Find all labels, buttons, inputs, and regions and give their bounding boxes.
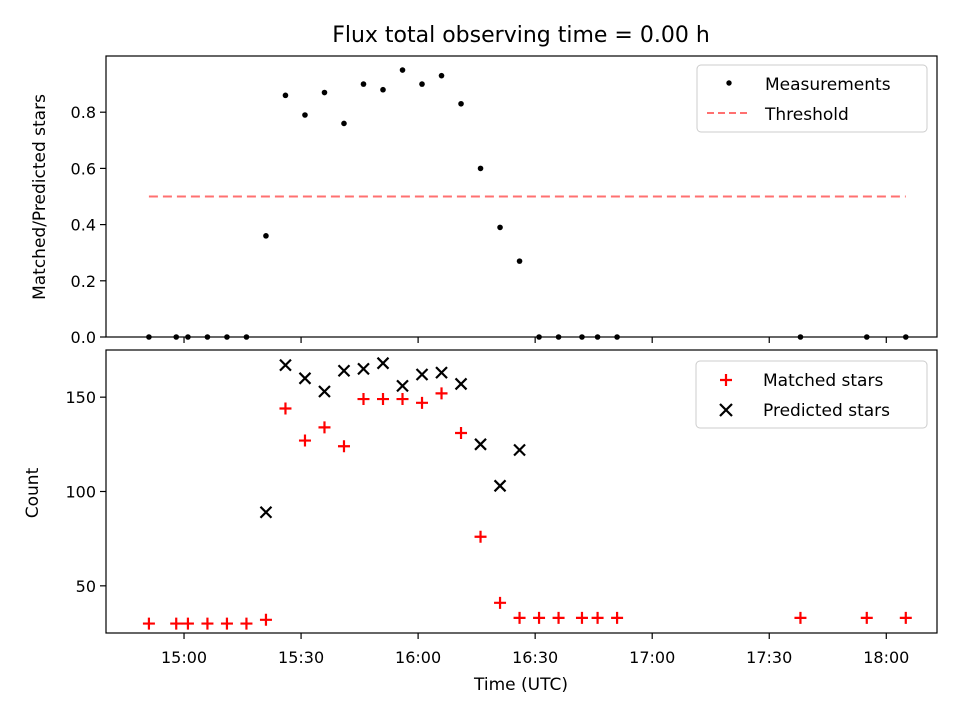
predicted-star-point — [415, 368, 429, 381]
x-tick-label: 15:00 — [161, 648, 207, 667]
matched-star-point — [899, 611, 912, 624]
measurement-point — [419, 81, 425, 87]
legend-measurements-label: Measurements — [765, 75, 891, 95]
matched-star-point — [513, 611, 526, 624]
matched-star-point — [181, 617, 194, 630]
matched-star-point — [220, 617, 233, 630]
matched-star-point — [201, 617, 214, 630]
legend-measurements-marker — [726, 80, 732, 86]
matched-star-point — [357, 393, 370, 406]
measurement-point — [497, 224, 503, 231]
top-marks — [146, 67, 909, 340]
matched-star-point — [396, 393, 409, 406]
top-y-tick-label: 0.0 — [71, 328, 96, 347]
matched-star-point — [337, 440, 350, 453]
predicted-star-point — [454, 377, 468, 391]
measurement-point — [263, 233, 269, 239]
predicted-star-point — [318, 385, 331, 398]
legend-predicted-label: Predicted stars — [763, 401, 890, 421]
matched-star-point — [142, 617, 155, 630]
legend-predicted-marker — [719, 403, 733, 417]
predicted-star-point — [298, 372, 312, 385]
measurement-point — [477, 165, 484, 172]
measurement-point — [341, 120, 347, 127]
matched-star-point — [377, 393, 389, 406]
matched-star-point — [435, 387, 448, 400]
chart-title: Flux total observing time = 0.00 h — [332, 23, 710, 48]
matched-star-point — [552, 611, 565, 624]
predicted-star-point — [435, 366, 448, 379]
matched-star-point — [533, 611, 546, 624]
top-y-ticks: 0.0 0.2 0.4 0.6 0.8 — [71, 103, 106, 347]
x-tick-label: 17:00 — [629, 648, 675, 667]
bottom-legend: Matched stars Predicted stars — [695, 360, 928, 429]
predicted-star-point — [357, 362, 370, 376]
top-x-ticks — [183, 337, 887, 343]
bottom-legend-box — [695, 360, 928, 429]
legend-matched-marker — [720, 374, 732, 386]
predicted-star-point — [513, 443, 526, 457]
matched-star-point — [860, 611, 873, 624]
matched-star-point — [794, 611, 807, 624]
top-legend-box — [696, 64, 928, 133]
matched-star-point — [318, 421, 331, 434]
measurement-point — [282, 92, 289, 99]
top-y-tick-label: 0.4 — [71, 216, 96, 235]
measurement-point — [380, 86, 386, 93]
x-axis-label: Time (UTC) — [473, 675, 568, 695]
predicted-star-point — [259, 505, 273, 519]
measurement-point — [302, 112, 308, 118]
predicted-star-point — [493, 479, 507, 493]
matched-star-point — [474, 530, 487, 543]
predicted-star-point — [279, 358, 292, 372]
top-y-tick-label: 0.6 — [71, 159, 96, 178]
top-legend: Measurements Threshold — [696, 64, 928, 133]
x-tick-label: 18:00 — [863, 648, 909, 667]
matched-star-point — [240, 617, 253, 630]
matched-star-point — [591, 611, 604, 624]
matched-star-point — [575, 611, 588, 624]
matched-star-point — [416, 396, 429, 409]
x-tick-label: 16:30 — [512, 648, 558, 667]
bottom-plot-frame — [105, 349, 938, 634]
x-tick-label: 17:30 — [746, 648, 792, 667]
matched-star-point — [298, 434, 311, 447]
measurement-point — [399, 67, 406, 73]
legend-matched-label: Matched stars — [763, 371, 883, 391]
matched-star-point — [494, 596, 507, 609]
measurement-point — [321, 89, 328, 96]
bottom-y-tick-label: 50 — [76, 577, 96, 596]
matched-star-point — [455, 427, 468, 440]
measurement-point — [516, 258, 523, 264]
measurement-point — [458, 100, 464, 107]
matched-star-point — [259, 613, 272, 626]
predicted-star-point — [396, 379, 409, 393]
matched-star-point — [170, 617, 183, 630]
predicted-star-point — [376, 356, 390, 370]
legend-threshold-label: Threshold — [764, 105, 849, 125]
matched-star-point — [279, 402, 292, 415]
measurement-point — [438, 72, 445, 79]
bottom-y-axis-label: Count — [23, 467, 43, 518]
bottom-marks — [142, 356, 912, 630]
top-y-axis-label: Matched/Predicted stars — [30, 94, 50, 300]
top-y-tick-label: 0.2 — [71, 272, 96, 291]
top-panel: 0.00.20.40.60.8 Matched/Predicted stars … — [30, 55, 938, 347]
bottom-y-tick-label: 100 — [65, 483, 96, 502]
predicted-star-point — [337, 364, 351, 378]
bottom-x-ticks: 15:00 15:30 16:00 16:30 17:00 17:30 18:00 — [161, 633, 909, 667]
top-plot-frame — [105, 55, 938, 338]
measurement-point — [360, 81, 367, 87]
top-y-tick-label: 0.8 — [71, 103, 96, 122]
predicted-star-point — [474, 438, 487, 451]
x-tick-label: 16:00 — [395, 648, 441, 667]
x-tick-label: 15:30 — [278, 648, 324, 667]
matched-star-point — [611, 611, 624, 624]
bottom-y-tick-label: 150 — [65, 388, 96, 407]
bottom-y-ticks: 50 100 150 — [65, 388, 106, 596]
